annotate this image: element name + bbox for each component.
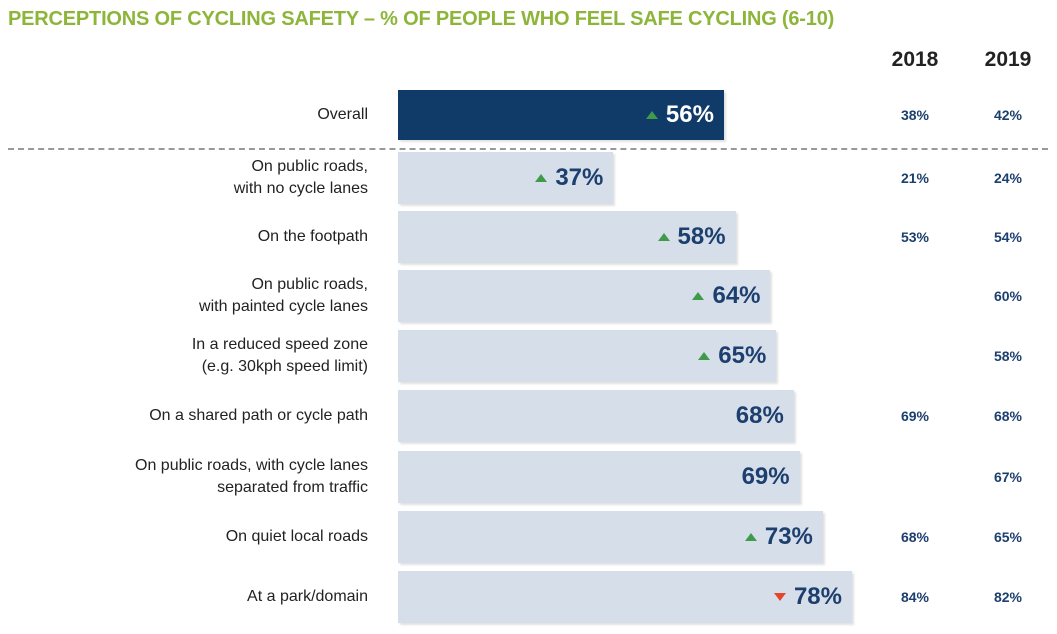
column-header: 2019: [984, 48, 1032, 71]
trend-up: [692, 292, 705, 300]
category-label: On public roads, with cycle lanes separa…: [135, 457, 368, 496]
category-label: On the footpath: [257, 228, 368, 245]
bar: [398, 451, 800, 503]
table-value: 24%: [993, 170, 1023, 186]
table-value: 82%: [993, 589, 1023, 605]
table-value: 84%: [900, 589, 930, 605]
value-label: 56%: [665, 101, 714, 128]
table-value: 53%: [900, 229, 930, 245]
value-label: 37%: [555, 164, 604, 191]
table-value: 42%: [993, 107, 1023, 123]
chart-title: PERCEPTIONS OF CYCLING SAFETY – % OF PEO…: [8, 8, 835, 30]
table-value: 58%: [993, 348, 1023, 364]
bar: [398, 330, 777, 382]
bar: [398, 511, 823, 563]
table-value: 69%: [900, 408, 930, 424]
table-value: 68%: [993, 408, 1023, 424]
category-label: On public roads, with no cycle lanes: [233, 158, 368, 197]
category-label: On quiet local roads: [225, 528, 368, 545]
bar: [398, 211, 736, 263]
table-value: 65%: [993, 529, 1023, 545]
trend-up: [698, 352, 711, 360]
table-value: 68%: [900, 529, 930, 545]
table-value: 60%: [993, 288, 1023, 304]
value-label: 78%: [793, 583, 842, 610]
trend-up: [744, 533, 757, 541]
trend-up: [645, 111, 658, 119]
bar: [398, 90, 724, 140]
bar: [398, 270, 771, 322]
table-value: 21%: [900, 170, 930, 186]
table-value: 38%: [900, 107, 930, 123]
category-label: On public roads, with painted cycle lane…: [199, 276, 368, 315]
trend-down: [773, 593, 786, 601]
value-label: 64%: [712, 282, 761, 309]
bar: [398, 152, 614, 204]
trend-up: [535, 174, 548, 182]
column-header: 2018: [891, 48, 939, 71]
category-label: On a shared path or cycle path: [149, 407, 368, 424]
value-label: 73%: [764, 523, 813, 550]
separator: [8, 148, 1048, 150]
table-value: 54%: [993, 229, 1023, 245]
bar: [398, 390, 794, 442]
value-label: 58%: [677, 223, 726, 250]
value-label: 69%: [741, 463, 790, 490]
value-label: 68%: [735, 402, 784, 429]
table-value: 67%: [993, 469, 1023, 485]
category-label: At a park/domain: [247, 588, 368, 605]
trend-up: [657, 233, 670, 241]
value-label: 65%: [718, 342, 767, 369]
category-label: In a reduced speed zone (e.g. 30kph spee…: [191, 336, 368, 375]
category-label: Overall: [317, 106, 368, 123]
